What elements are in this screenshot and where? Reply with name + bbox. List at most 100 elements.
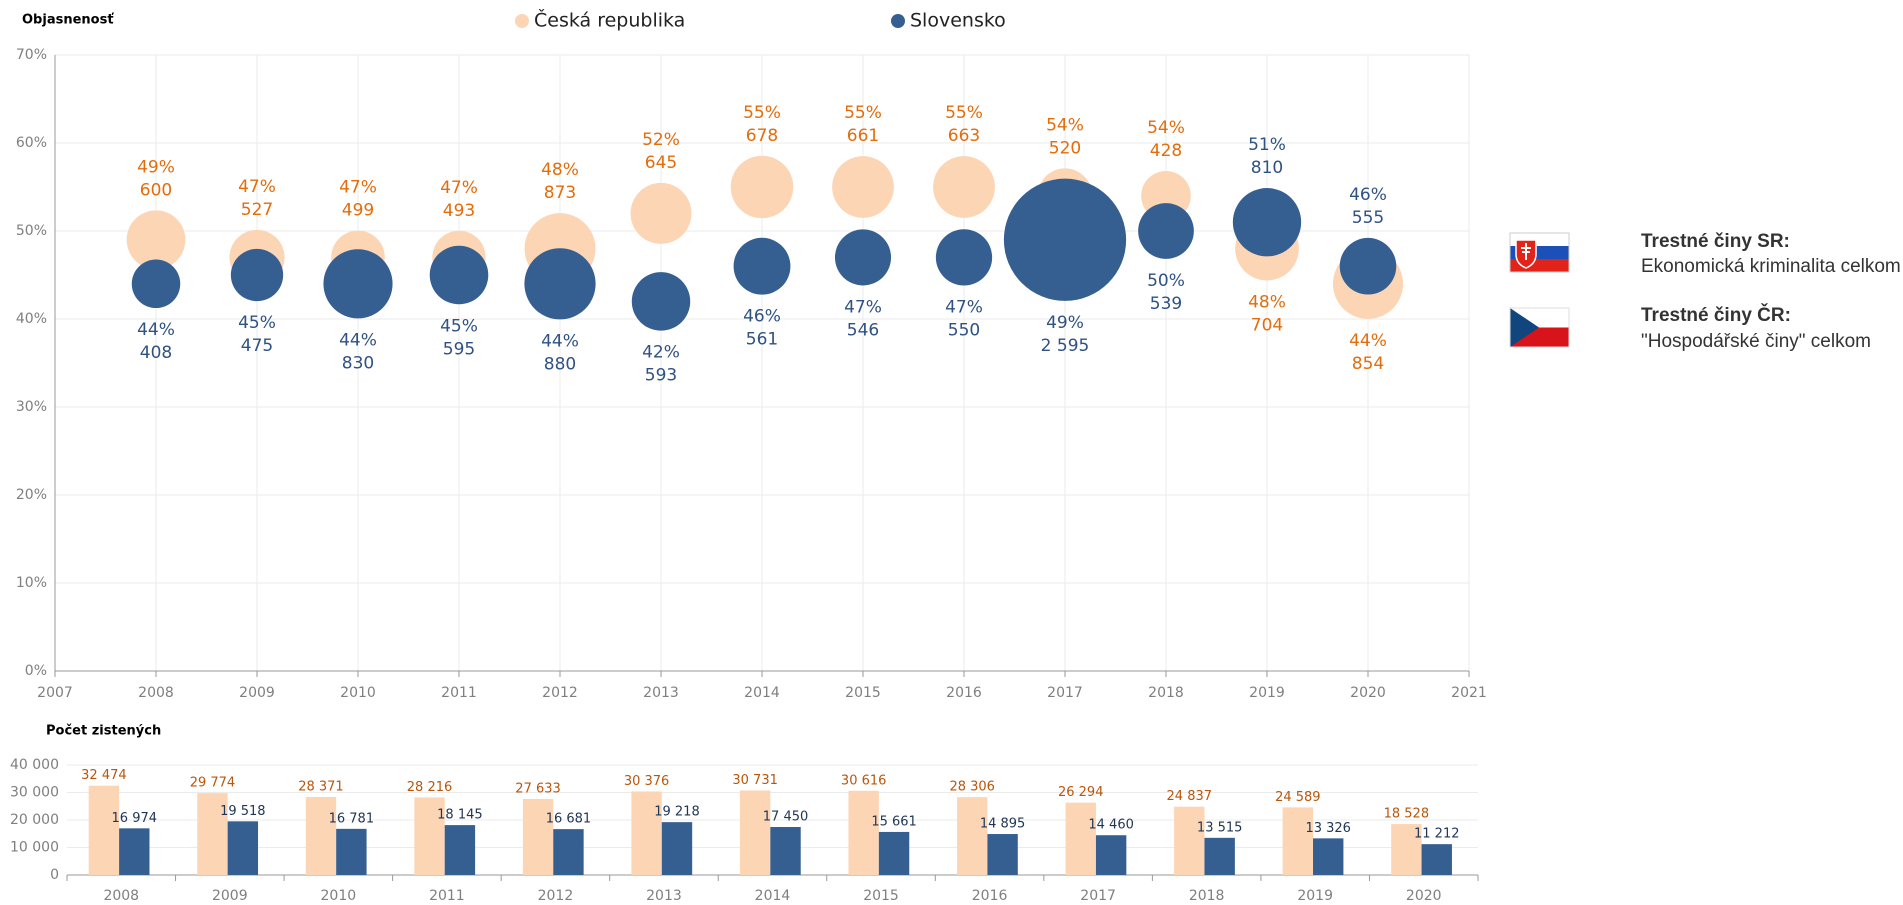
bubble bbox=[131, 259, 181, 309]
value-label: 15 661 bbox=[871, 814, 917, 829]
panel-title: Trestné činy SR: bbox=[1641, 231, 1790, 252]
y-tick-label: 70% bbox=[16, 47, 47, 63]
y-tick-label: 40% bbox=[16, 311, 47, 327]
x-tick-label: 2018 bbox=[1189, 888, 1225, 904]
bubble bbox=[935, 229, 993, 286]
x-tick-label: 2009 bbox=[239, 685, 275, 701]
bar bbox=[1095, 835, 1127, 875]
bubble bbox=[126, 210, 186, 270]
bubble bbox=[230, 248, 284, 302]
x-tick-label: 2011 bbox=[441, 685, 477, 701]
y-tick-label: 10 000 bbox=[10, 840, 59, 856]
size-label: 593 bbox=[645, 366, 677, 386]
legend-label: Česká republika bbox=[534, 8, 685, 32]
bubble bbox=[832, 156, 894, 218]
y-tick-label: 10% bbox=[16, 575, 47, 591]
value-label: 50% bbox=[1147, 271, 1185, 291]
bubble bbox=[429, 245, 489, 305]
x-tick-label: 2015 bbox=[863, 888, 899, 904]
size-label: 428 bbox=[1150, 141, 1182, 161]
bar bbox=[414, 797, 445, 875]
value-label: 28 306 bbox=[949, 780, 995, 795]
bar bbox=[631, 791, 662, 875]
bubble bbox=[323, 249, 393, 319]
panel-text: "Hospodářské činy" celkom bbox=[1641, 331, 1871, 352]
x-tick-label: 2010 bbox=[321, 888, 357, 904]
value-label: 30 731 bbox=[732, 773, 778, 788]
x-tick-label: 2018 bbox=[1148, 685, 1184, 701]
value-label: 47% bbox=[945, 298, 983, 318]
value-label: 13 515 bbox=[1197, 820, 1243, 835]
value-label: 11 212 bbox=[1414, 827, 1460, 842]
y-tick-label: 40 000 bbox=[10, 757, 59, 773]
x-tick-label: 2013 bbox=[646, 888, 682, 904]
bar bbox=[305, 796, 337, 875]
value-label: 55% bbox=[945, 103, 983, 123]
value-label: 16 974 bbox=[112, 811, 158, 826]
bar bbox=[444, 825, 476, 875]
value-label: 16 681 bbox=[546, 812, 592, 827]
value-label: 46% bbox=[743, 307, 781, 327]
value-label: 44% bbox=[1349, 331, 1387, 351]
bar bbox=[197, 793, 228, 875]
size-label: 527 bbox=[241, 200, 273, 220]
size-label: 2 595 bbox=[1041, 336, 1090, 356]
bar bbox=[848, 790, 879, 875]
value-label: 13 326 bbox=[1305, 821, 1351, 836]
value-label: 28 216 bbox=[407, 780, 453, 795]
x-tick-label: 2007 bbox=[37, 685, 73, 701]
bar bbox=[1174, 806, 1205, 875]
flag-cz bbox=[1509, 307, 1570, 348]
x-tick-label: 2021 bbox=[1451, 685, 1487, 701]
legend-marker bbox=[891, 14, 905, 28]
value-label: 30 376 bbox=[624, 774, 670, 789]
value-label: 19 518 bbox=[220, 804, 266, 819]
x-tick-label: 2015 bbox=[845, 685, 881, 701]
value-label: 45% bbox=[440, 316, 478, 336]
value-label: 32 474 bbox=[81, 768, 127, 783]
size-label: 550 bbox=[948, 321, 980, 341]
x-tick-label: 2009 bbox=[212, 888, 248, 904]
value-label: 48% bbox=[541, 160, 579, 180]
bubble bbox=[524, 248, 596, 320]
value-label: 42% bbox=[642, 343, 680, 363]
value-label: 24 589 bbox=[1275, 790, 1321, 805]
size-label: 520 bbox=[1049, 138, 1081, 158]
value-label: 54% bbox=[1147, 118, 1185, 138]
size-label: 880 bbox=[544, 354, 576, 374]
value-label: 46% bbox=[1349, 185, 1387, 205]
x-tick-label: 2014 bbox=[755, 888, 791, 904]
size-label: 873 bbox=[544, 183, 576, 203]
value-label: 19 218 bbox=[654, 805, 700, 820]
bar-title: Počet zistených bbox=[46, 724, 161, 739]
bar bbox=[553, 829, 584, 875]
y-tick-label: 20 000 bbox=[10, 812, 59, 828]
bubble-title: Objasnenosť bbox=[22, 13, 114, 28]
x-tick-label: 2020 bbox=[1406, 888, 1442, 904]
value-label: 47% bbox=[339, 178, 377, 198]
x-tick-label: 2019 bbox=[1297, 888, 1333, 904]
bar bbox=[739, 790, 771, 875]
size-label: 678 bbox=[746, 126, 778, 146]
size-label: 704 bbox=[1251, 315, 1283, 335]
bar bbox=[661, 822, 693, 875]
bar bbox=[88, 785, 120, 875]
panel-text: Ekonomická kriminalita celkom bbox=[1641, 256, 1901, 277]
value-label: 17 450 bbox=[763, 810, 809, 825]
bubble bbox=[1003, 178, 1127, 301]
value-label: 44% bbox=[137, 320, 175, 340]
y-tick-label: 0 bbox=[50, 867, 59, 883]
size-label: 810 bbox=[1251, 158, 1283, 178]
x-tick-label: 2010 bbox=[340, 685, 376, 701]
size-label: 595 bbox=[443, 339, 475, 359]
size-label: 555 bbox=[1352, 208, 1384, 228]
size-label: 854 bbox=[1352, 354, 1384, 374]
value-label: 55% bbox=[844, 103, 882, 123]
legend-label: Slovensko bbox=[910, 10, 1006, 32]
bar bbox=[1391, 824, 1422, 875]
bubble bbox=[1339, 237, 1397, 295]
x-tick-label: 2012 bbox=[538, 888, 574, 904]
flag-sk bbox=[1509, 232, 1570, 273]
bar bbox=[770, 827, 801, 875]
bar bbox=[522, 799, 554, 875]
